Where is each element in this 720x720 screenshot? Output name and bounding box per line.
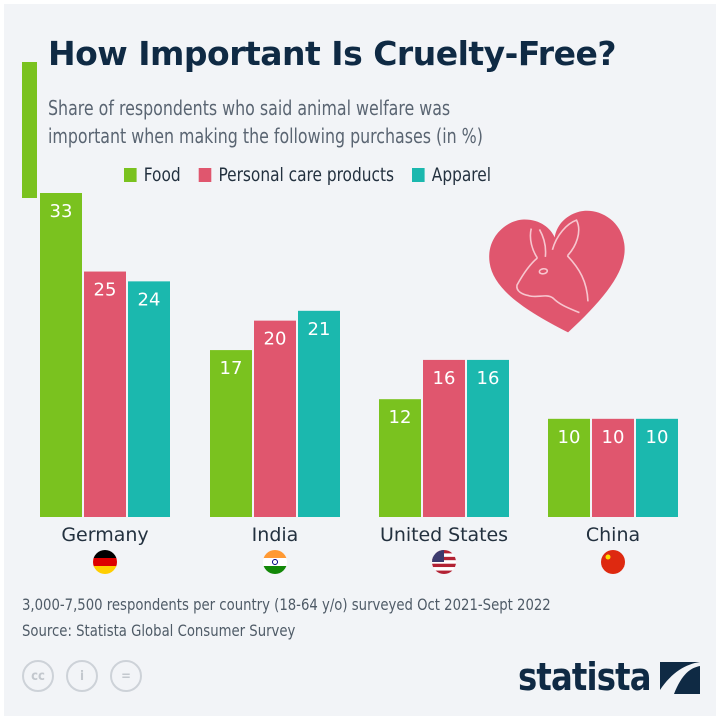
data-label: 12 <box>389 407 412 428</box>
heart-rabbit-icon <box>489 210 625 333</box>
bar-china-2 <box>636 418 678 517</box>
data-label: 21 <box>308 319 331 340</box>
bar-germany-0 <box>40 193 82 517</box>
nd-icon[interactable]: = <box>110 660 142 692</box>
data-label: 17 <box>220 358 243 379</box>
legend: Food Personal care products Apparel <box>124 164 491 186</box>
legend-item-apparel: Apparel <box>412 164 491 186</box>
chart-title: How Important Is Cruelty-Free? <box>48 34 616 73</box>
legend-swatch <box>198 168 212 182</box>
bar-india-0 <box>210 350 252 517</box>
by-icon[interactable]: i <box>66 660 98 692</box>
bar-china-0 <box>548 418 590 517</box>
data-label: 10 <box>558 427 581 448</box>
data-label: 16 <box>433 368 456 389</box>
bar-united-states-2 <box>467 359 509 517</box>
legend-label: Personal care products <box>218 164 394 186</box>
germany-flag-icon <box>93 550 117 574</box>
bar-india-1 <box>254 320 296 517</box>
category-label: United States <box>380 524 508 546</box>
bar-germany-1 <box>84 271 126 517</box>
china-flag-icon <box>601 550 625 574</box>
category-label: India <box>252 524 299 546</box>
legend-item-personal-care: Personal care products <box>198 164 394 186</box>
cc-icon[interactable]: cc <box>22 660 54 692</box>
data-label: 10 <box>602 427 625 448</box>
logo-text: statista <box>518 655 651 699</box>
subtitle-line-2: important when making the following purc… <box>48 124 483 148</box>
subtitle-line-1: Share of respondents who said animal wel… <box>48 96 451 120</box>
bar-india-2 <box>298 310 340 517</box>
chart-subtitle: Share of respondents who said animal wel… <box>48 94 629 150</box>
data-label: 20 <box>264 329 287 350</box>
india-flag-icon <box>263 550 287 574</box>
source: Source: Statista Global Consumer Survey <box>22 621 296 640</box>
data-label: 16 <box>477 368 500 389</box>
bar-united-states-0 <box>379 399 421 517</box>
category-label: China <box>586 524 640 546</box>
data-label: 10 <box>646 427 669 448</box>
legend-item-food: Food <box>124 164 181 186</box>
legend-label: Apparel <box>431 164 491 186</box>
title-accent-bar <box>22 62 37 198</box>
statista-logo-mark <box>660 662 700 694</box>
footnote: 3,000-7,500 respondents per country (18-… <box>22 595 551 614</box>
bar-china-1 <box>592 418 634 517</box>
data-label: 25 <box>94 280 117 301</box>
legend-swatch <box>412 168 425 182</box>
statista-logo[interactable]: statista <box>518 655 651 699</box>
us-flag-icon <box>432 550 456 574</box>
legend-swatch <box>124 168 137 182</box>
legend-label: Food <box>143 164 181 186</box>
bar-germany-2 <box>128 281 170 517</box>
category-label: Germany <box>61 524 148 546</box>
data-label: 33 <box>50 201 73 222</box>
data-label: 24 <box>138 289 161 310</box>
bar-united-states-1 <box>423 359 465 517</box>
